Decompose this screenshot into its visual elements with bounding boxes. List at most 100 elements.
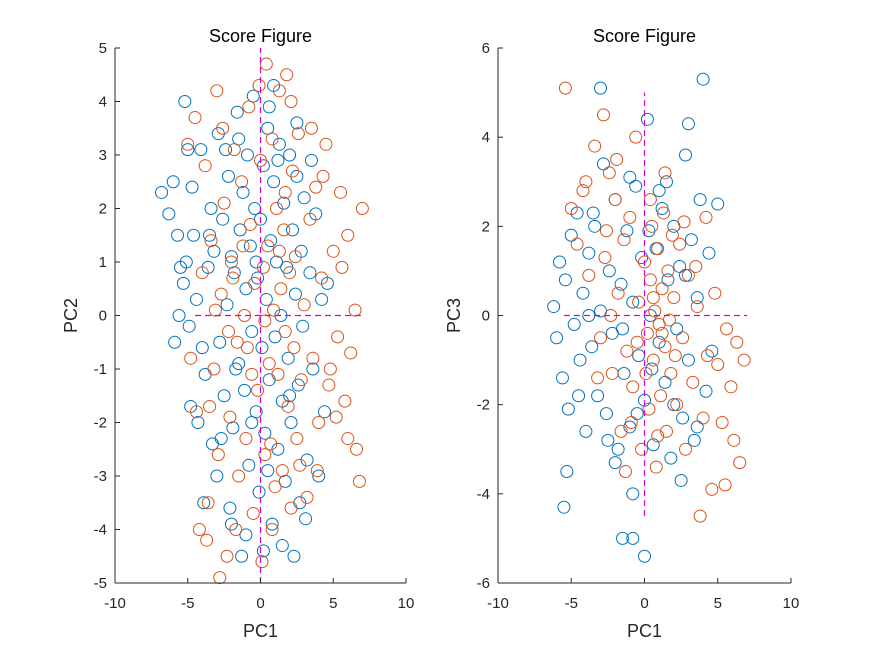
scatter-point xyxy=(268,330,282,344)
scatter-point xyxy=(283,148,297,162)
scatter-point xyxy=(558,81,572,95)
scatter-point xyxy=(168,335,182,349)
scatter-point xyxy=(652,184,666,198)
scatter-point xyxy=(576,184,590,198)
y-tick-label: -2 xyxy=(477,397,490,414)
scatter-point xyxy=(242,100,256,114)
scatter-point xyxy=(646,291,660,305)
y-axis-label: PC3 xyxy=(444,298,464,333)
scatter-point xyxy=(700,349,714,363)
scatter-point xyxy=(246,89,260,103)
scatter-point xyxy=(297,191,311,205)
scatter-point xyxy=(191,416,205,429)
scatter-point xyxy=(326,244,340,258)
scatter-point xyxy=(181,137,195,151)
scatter-point xyxy=(594,81,608,95)
x-tick-label: -10 xyxy=(487,595,509,612)
scatter-point xyxy=(272,137,286,151)
scatter-point xyxy=(705,344,719,358)
scatter-point xyxy=(608,193,622,207)
scatter-point xyxy=(245,325,259,339)
scatter-point xyxy=(239,432,253,446)
scatter-point xyxy=(591,371,605,385)
scatter-point xyxy=(265,517,279,531)
scatter-point xyxy=(227,143,241,157)
x-tick-label: 5 xyxy=(329,595,337,612)
scatter-point xyxy=(258,448,272,462)
y-tick-label: 0 xyxy=(482,308,490,325)
x-tick-label: 10 xyxy=(783,595,800,612)
scatter-point xyxy=(659,175,673,189)
scatter-point xyxy=(245,367,259,381)
scatter-point xyxy=(679,148,693,162)
scatter-point xyxy=(614,424,628,438)
scatter-point xyxy=(268,480,282,494)
scatter-point xyxy=(573,353,587,367)
scatter-point xyxy=(677,215,691,229)
scatter-point xyxy=(281,399,295,413)
x-tick-labels: -10 -5 0 5 10 xyxy=(487,578,799,612)
scatter-point xyxy=(547,300,561,314)
reference-lines xyxy=(563,92,748,517)
scatter-point xyxy=(312,416,326,429)
scatter-point xyxy=(596,108,610,122)
scatter-point xyxy=(673,237,687,251)
scatter-point xyxy=(256,260,270,274)
scatter-point xyxy=(221,325,235,339)
y-tick-label: 0 xyxy=(99,308,107,325)
y-tick-label: 5 xyxy=(99,40,107,57)
scatter-point xyxy=(224,250,238,264)
scatter-point xyxy=(570,237,584,251)
scatter-point xyxy=(200,533,214,547)
scatter-point xyxy=(207,362,221,376)
scatter-point xyxy=(696,72,710,86)
scatter-point xyxy=(205,437,219,451)
scatter-point xyxy=(667,398,681,412)
scatter-point xyxy=(579,424,593,438)
scatter-point xyxy=(626,487,640,501)
y-tick-label: 2 xyxy=(99,201,107,218)
scatter-point xyxy=(616,531,630,545)
scatter-point xyxy=(718,478,732,492)
scatter-point xyxy=(261,121,275,135)
scatter-point xyxy=(272,84,286,98)
scatter-point xyxy=(654,389,668,403)
reference-lines xyxy=(195,48,363,583)
scatter-point xyxy=(255,341,269,355)
scatter-point xyxy=(254,212,267,226)
scatter-point xyxy=(699,384,713,398)
scatter-point xyxy=(243,218,257,232)
scatter-point xyxy=(267,303,281,317)
scatter-point xyxy=(304,121,318,135)
scatter-point xyxy=(271,153,285,167)
scatter-point xyxy=(235,549,249,563)
scatter-point xyxy=(687,433,701,447)
scatter-point xyxy=(338,394,352,408)
scatter-point xyxy=(171,228,185,242)
scatter-point xyxy=(310,464,324,478)
scatter-point xyxy=(229,362,243,376)
scatter-point xyxy=(708,286,722,300)
scatter-point xyxy=(211,448,225,462)
score-plot-pc1-pc2: Score Figure -10 -5 0 5 10 -5-4-3-2-1012345 … xyxy=(61,26,414,641)
scatter-point xyxy=(270,202,284,215)
scatter-point xyxy=(693,193,707,207)
scatter-point xyxy=(689,259,703,273)
scatter-point xyxy=(304,153,318,167)
scatter-point xyxy=(348,303,362,317)
plot-title: Score Figure xyxy=(593,26,696,46)
scatter-point xyxy=(207,244,221,258)
scatter-point xyxy=(278,325,292,339)
scatter-point xyxy=(690,300,704,314)
scatter-point xyxy=(223,501,237,515)
y-tick-label: 6 xyxy=(482,40,490,57)
scatter-points xyxy=(547,72,751,563)
scatter-points xyxy=(155,57,369,585)
scatter-point xyxy=(602,264,616,278)
y-tick-label: 1 xyxy=(99,254,107,271)
scatter-point xyxy=(352,474,366,488)
scatter-point xyxy=(638,549,651,563)
scatter-point xyxy=(216,212,230,226)
scatter-point xyxy=(213,571,227,585)
